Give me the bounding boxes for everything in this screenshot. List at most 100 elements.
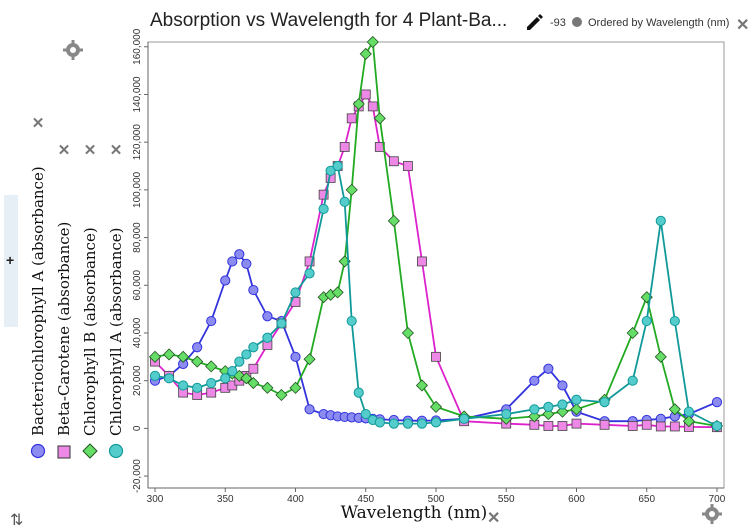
data-point[interactable] xyxy=(353,387,364,398)
data-point[interactable] xyxy=(163,373,175,384)
data-point[interactable] xyxy=(290,351,301,362)
data-point[interactable] xyxy=(192,382,203,393)
data-point[interactable] xyxy=(360,89,371,100)
data-point[interactable] xyxy=(276,318,287,329)
data-point[interactable] xyxy=(626,326,639,340)
data-point[interactable] xyxy=(557,421,568,431)
remove-attribute-icon[interactable]: ✕ xyxy=(32,115,45,132)
data-point[interactable] xyxy=(374,417,385,428)
data-point[interactable] xyxy=(227,366,238,377)
data-point[interactable] xyxy=(367,101,378,112)
data-point[interactable] xyxy=(262,311,273,322)
data-point[interactable] xyxy=(304,256,315,267)
data-point[interactable] xyxy=(388,418,399,429)
data-point[interactable] xyxy=(206,387,217,398)
data-point[interactable] xyxy=(641,315,652,327)
data-point[interactable] xyxy=(178,380,189,391)
data-point[interactable] xyxy=(416,418,428,429)
data-point[interactable] xyxy=(641,419,652,430)
data-point[interactable] xyxy=(711,397,723,408)
pencil-icon[interactable] xyxy=(524,12,544,32)
remove-x-attribute-icon[interactable]: ✕ xyxy=(487,510,501,527)
data-point[interactable] xyxy=(401,326,414,340)
data-point[interactable] xyxy=(417,256,427,267)
data-point[interactable] xyxy=(346,315,357,327)
data-point[interactable] xyxy=(571,418,582,429)
data-point[interactable] xyxy=(387,214,400,227)
data-point[interactable] xyxy=(346,113,357,124)
data-point[interactable] xyxy=(403,161,413,171)
data-point[interactable] xyxy=(304,404,315,415)
data-point[interactable] xyxy=(325,165,336,176)
data-point[interactable] xyxy=(247,376,260,390)
data-point[interactable] xyxy=(206,377,217,389)
chart-title[interactable]: Absorption vs Wavelength for 4 Plant-Ba.… xyxy=(150,10,508,31)
gear-icon[interactable] xyxy=(702,504,722,524)
data-point[interactable] xyxy=(557,399,568,410)
data-point[interactable] xyxy=(366,35,379,49)
side-tab[interactable] xyxy=(4,195,18,327)
data-point[interactable] xyxy=(227,256,238,267)
legend-label[interactable]: Bacteriochlorophyll A (absorbance) xyxy=(29,166,47,436)
data-point[interactable] xyxy=(599,397,610,408)
data-point[interactable] xyxy=(429,400,443,413)
data-point[interactable] xyxy=(289,381,302,394)
data-point[interactable] xyxy=(339,196,350,207)
data-point[interactable] xyxy=(163,348,176,361)
order-label[interactable]: Ordered by Wavelength (nm) xyxy=(588,17,730,29)
data-point[interactable] xyxy=(570,403,583,416)
data-point[interactable] xyxy=(669,421,680,432)
data-point[interactable] xyxy=(248,284,259,296)
plus-icon[interactable]: + xyxy=(6,252,15,268)
data-point[interactable] xyxy=(627,421,638,431)
data-point[interactable] xyxy=(241,349,252,360)
data-point[interactable] xyxy=(655,215,666,226)
data-point[interactable] xyxy=(431,351,441,362)
data-point[interactable] xyxy=(234,249,245,260)
data-point[interactable] xyxy=(318,189,329,200)
data-point[interactable] xyxy=(654,350,667,363)
data-point[interactable] xyxy=(192,342,203,353)
remove-attribute-icon[interactable]: ✕ xyxy=(84,142,97,159)
data-point[interactable] xyxy=(234,356,245,367)
data-point[interactable] xyxy=(331,286,344,299)
data-point[interactable] xyxy=(148,350,162,363)
data-point[interactable] xyxy=(290,287,301,298)
data-point[interactable] xyxy=(542,407,555,421)
data-point[interactable] xyxy=(220,373,231,384)
data-point[interactable] xyxy=(711,420,723,432)
data-point[interactable] xyxy=(241,258,252,269)
remove-attribute-icon[interactable]: ✕ xyxy=(58,142,71,159)
data-point[interactable] xyxy=(262,332,273,343)
legend-label[interactable]: Beta-Carotene (absorbance) xyxy=(55,222,73,436)
data-point[interactable] xyxy=(543,401,554,413)
data-point[interactable] xyxy=(248,363,259,374)
data-point[interactable] xyxy=(359,47,372,60)
data-point[interactable] xyxy=(220,275,231,286)
data-point[interactable] xyxy=(177,350,190,363)
data-point[interactable] xyxy=(430,417,442,428)
data-point[interactable] xyxy=(205,360,218,373)
data-point[interactable] xyxy=(682,415,695,428)
remove-attribute-icon[interactable]: ✕ xyxy=(110,142,123,159)
swap-axes-icon[interactable]: ⇅ xyxy=(10,512,24,529)
data-point[interactable] xyxy=(571,394,582,405)
data-point[interactable] xyxy=(529,375,540,386)
data-point[interactable] xyxy=(318,203,329,215)
data-point[interactable] xyxy=(352,97,365,111)
data-point[interactable] xyxy=(669,315,680,327)
data-point[interactable] xyxy=(402,418,414,429)
data-point[interactable] xyxy=(275,388,288,402)
data-point[interactable] xyxy=(543,363,554,374)
data-point[interactable] xyxy=(206,315,217,327)
data-point[interactable] xyxy=(304,268,315,279)
data-point[interactable] xyxy=(360,408,371,420)
data-point[interactable] xyxy=(529,404,540,415)
data-point[interactable] xyxy=(388,156,399,167)
data-point[interactable] xyxy=(655,421,666,432)
data-point[interactable] xyxy=(599,419,610,430)
legend-label[interactable]: Chlorophyll A (absorbance) xyxy=(107,228,125,437)
data-point[interactable] xyxy=(557,380,568,391)
data-point[interactable] xyxy=(240,372,253,385)
data-point[interactable] xyxy=(501,408,512,420)
